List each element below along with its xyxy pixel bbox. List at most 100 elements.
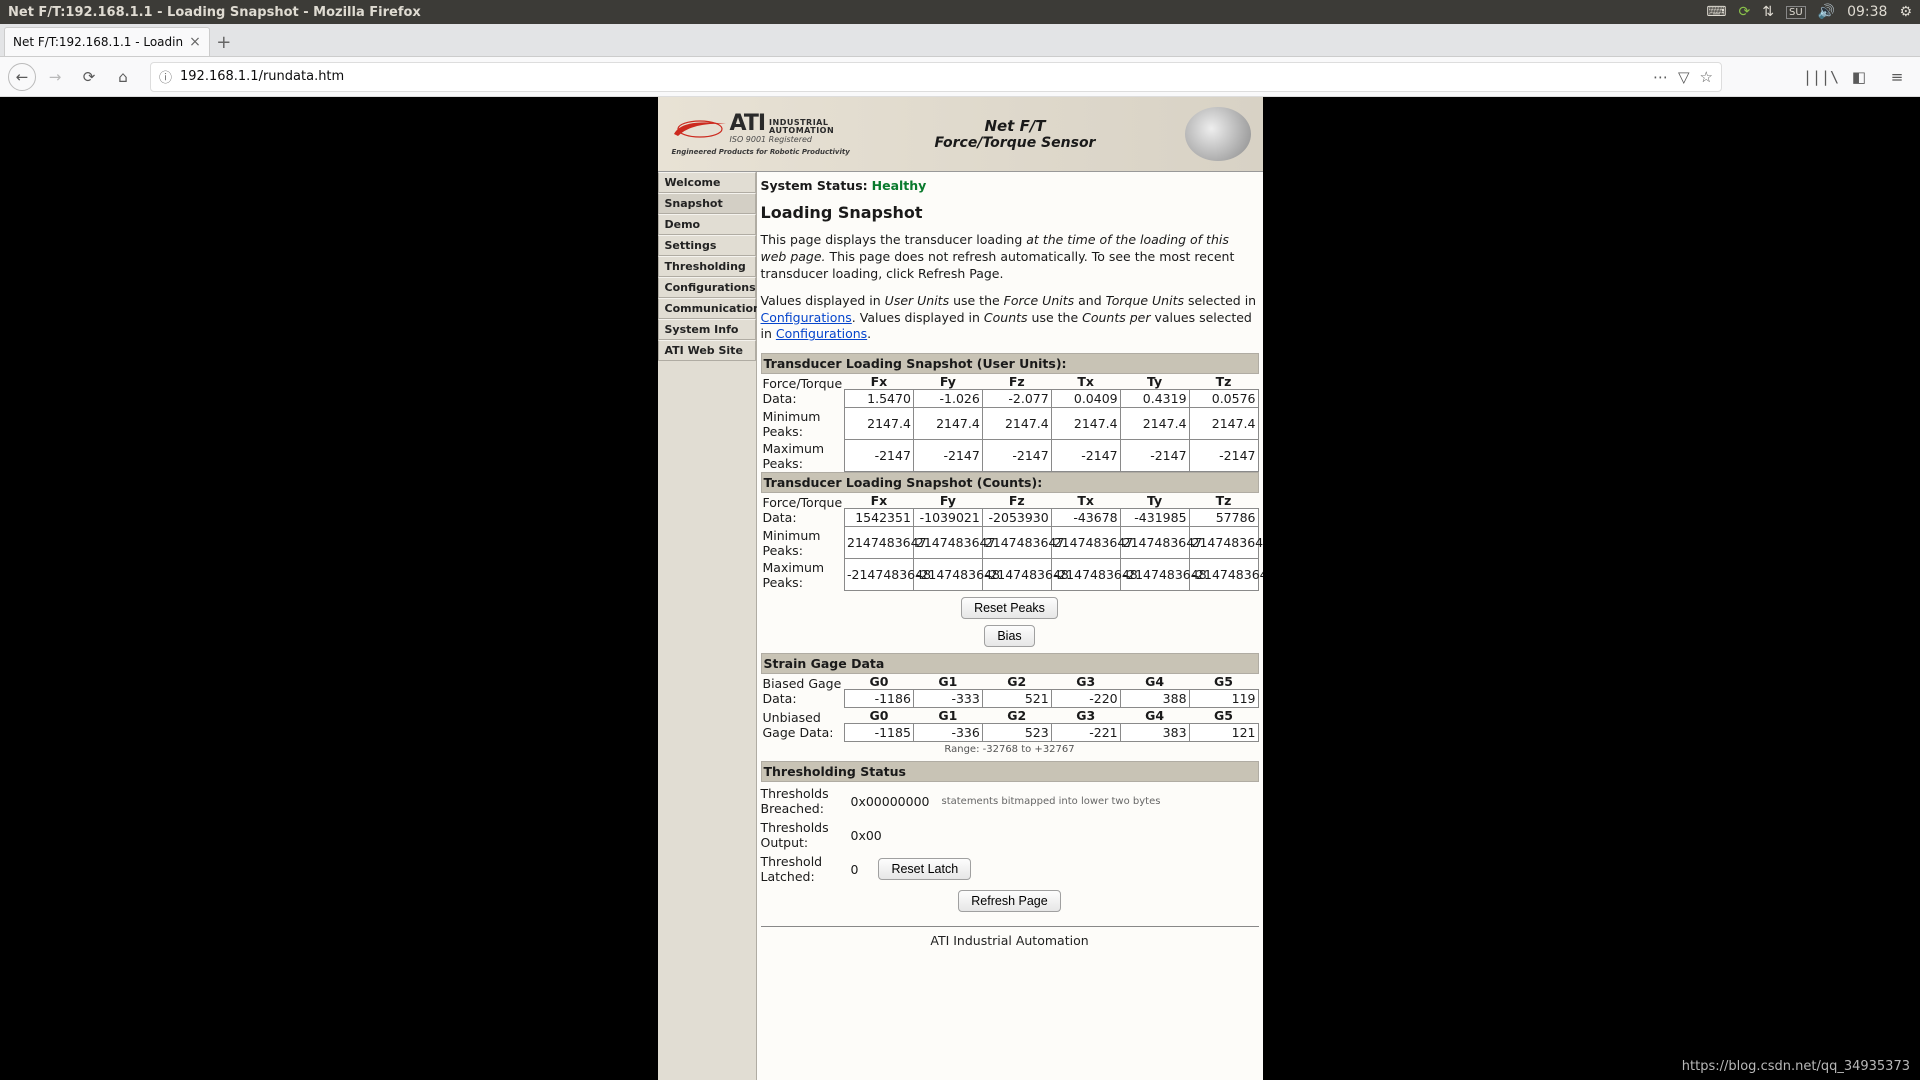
data-cell: 2147483647	[1120, 527, 1189, 559]
row-label: Maximum Peaks:	[761, 559, 845, 591]
data-cell: 521	[982, 690, 1051, 708]
menu-icon[interactable]: ≡	[1882, 62, 1912, 92]
col-header: G5	[1189, 708, 1258, 724]
data-cell: 388	[1120, 690, 1189, 708]
user-units-header: Transducer Loading Snapshot (User Units)…	[761, 353, 1259, 374]
data-cell: -1185	[845, 724, 914, 742]
page-footer: ATI Industrial Automation	[761, 926, 1259, 948]
row-label: Force/Torque Data:	[761, 493, 845, 527]
data-cell: -221	[1051, 724, 1120, 742]
lang-icon[interactable]: SU	[1786, 6, 1806, 19]
data-cell: -2147483648	[1120, 559, 1189, 591]
data-cell: 2147483647	[1051, 527, 1120, 559]
data-cell: 2147.4	[1120, 408, 1189, 440]
sidebar-item-snapshot[interactable]: Snapshot	[658, 193, 756, 214]
tab-label: Net F/T:192.168.1.1 - Loadin	[13, 35, 183, 49]
data-cell: -2147	[982, 440, 1051, 472]
sidebar-item-welcome[interactable]: Welcome	[658, 172, 756, 193]
forward-button[interactable]: →	[40, 62, 70, 92]
library-icon[interactable]: |||\	[1806, 62, 1836, 92]
system-tray: ⌨ ⟳ ⇅ SU 🔊 09:38 ⚙	[1706, 4, 1912, 20]
sidebar-nav: WelcomeSnapshotDemoSettingsThresholdingC…	[658, 172, 757, 1080]
data-cell: 0.4319	[1120, 390, 1189, 408]
data-cell: 1542351	[845, 509, 914, 527]
info-icon[interactable]: ⓘ	[159, 67, 172, 86]
data-cell: -2147	[1120, 440, 1189, 472]
sidebar-item-ati-web-site[interactable]: ATI Web Site	[658, 340, 756, 361]
description-1: This page displays the transducer loadin…	[761, 232, 1259, 283]
sync-icon[interactable]: ⟳	[1739, 4, 1751, 20]
col-header: Fy	[913, 493, 982, 509]
row-label: Minimum Peaks:	[761, 527, 845, 559]
data-cell: 0.0576	[1189, 390, 1258, 408]
data-cell: 2147483647	[845, 527, 914, 559]
page-title: Loading Snapshot	[761, 203, 1259, 222]
back-button[interactable]: ←	[8, 63, 36, 91]
os-titlebar: Net F/T:192.168.1.1 - Loading Snapshot -…	[0, 0, 1920, 24]
thresh-header: Thresholding Status	[761, 761, 1259, 782]
keyboard-icon[interactable]: ⌨	[1706, 4, 1726, 20]
volume-icon[interactable]: 🔊	[1818, 4, 1835, 20]
description-2: Values displayed in User Units use the F…	[761, 293, 1259, 344]
data-cell: 57786	[1189, 509, 1258, 527]
page-banner: ATI INDUSTRIAL AUTOMATION ISO 9001 Regis…	[658, 97, 1263, 172]
data-cell: 2147.4	[1051, 408, 1120, 440]
system-status: System Status: Healthy	[761, 178, 1259, 193]
bias-button[interactable]: Bias	[984, 625, 1034, 647]
data-cell: -1039021	[913, 509, 982, 527]
strain-header: Strain Gage Data	[761, 653, 1259, 674]
configurations-link-2[interactable]: Configurations	[776, 326, 867, 341]
col-header: Fz	[982, 493, 1051, 509]
data-cell: -220	[1051, 690, 1120, 708]
col-header: Fx	[845, 374, 914, 390]
sidebar-item-thresholding[interactable]: Thresholding	[658, 256, 756, 277]
banner-title: Net F/T Force/Torque Sensor	[858, 117, 1173, 151]
refresh-page-button[interactable]: Refresh Page	[958, 890, 1060, 912]
browser-viewport: ATI INDUSTRIAL AUTOMATION ISO 9001 Regis…	[0, 97, 1920, 1080]
sidebar-icon[interactable]: ◧	[1844, 62, 1874, 92]
sidebar-item-configurations[interactable]: Configurations	[658, 277, 756, 298]
pocket-icon[interactable]: ▽	[1678, 68, 1690, 86]
browser-toolbar: ← → ⟳ ⌂ ⓘ 192.168.1.1/rundata.htm ⋯ ▽ ☆ …	[0, 57, 1920, 97]
sidebar-item-settings[interactable]: Settings	[658, 235, 756, 256]
sidebar-item-system-info[interactable]: System Info	[658, 319, 756, 340]
data-cell: -2147483648	[982, 559, 1051, 591]
data-cell: -2053930	[982, 509, 1051, 527]
clock[interactable]: 09:38	[1847, 4, 1887, 20]
data-cell: -2147	[845, 440, 914, 472]
data-cell: -1186	[845, 690, 914, 708]
reset-latch-button[interactable]: Reset Latch	[878, 858, 971, 880]
url-text: 192.168.1.1/rundata.htm	[180, 69, 344, 84]
col-header: Tz	[1189, 493, 1258, 509]
col-header: Ty	[1120, 374, 1189, 390]
col-header: G3	[1051, 674, 1120, 690]
data-cell: -2147483648	[913, 559, 982, 591]
row-label: Maximum Peaks:	[761, 440, 845, 472]
sensor-image	[1173, 99, 1263, 169]
data-cell: -1.026	[913, 390, 982, 408]
url-bar[interactable]: ⓘ 192.168.1.1/rundata.htm ⋯ ▽ ☆	[150, 62, 1722, 92]
data-cell: 2147483647	[1189, 527, 1258, 559]
col-header: Ty	[1120, 493, 1189, 509]
reload-button[interactable]: ⟳	[74, 62, 104, 92]
browser-tab-active[interactable]: Net F/T:192.168.1.1 - Loadin ×	[4, 27, 210, 56]
data-cell: -2147483648	[1051, 559, 1120, 591]
data-cell: 2147.4	[1189, 408, 1258, 440]
configurations-link[interactable]: Configurations	[761, 310, 852, 325]
thresh-breached-row: Thresholds Breached: 0x00000000 statemen…	[761, 786, 1259, 816]
sidebar-item-demo[interactable]: Demo	[658, 214, 756, 235]
new-tab-button[interactable]: +	[210, 28, 238, 56]
gear-icon[interactable]: ⚙	[1899, 4, 1912, 20]
network-icon[interactable]: ⇅	[1762, 4, 1774, 20]
reset-peaks-button[interactable]: Reset Peaks	[961, 597, 1058, 619]
close-icon[interactable]: ×	[189, 34, 201, 50]
row-label: Biased Gage Data:	[761, 674, 845, 708]
more-icon[interactable]: ⋯	[1653, 68, 1668, 86]
sidebar-item-communications[interactable]: Communications	[658, 298, 756, 319]
home-button[interactable]: ⌂	[108, 62, 138, 92]
star-icon[interactable]: ☆	[1700, 68, 1713, 86]
user-units-table: Force/Torque Data:FxFyFzTxTyTz1.5470-1.0…	[761, 374, 1259, 472]
col-header: G2	[982, 674, 1051, 690]
row-label: Minimum Peaks:	[761, 408, 845, 440]
strain-table: Biased Gage Data:G0G1G2G3G4G5-1186-33352…	[761, 674, 1259, 742]
